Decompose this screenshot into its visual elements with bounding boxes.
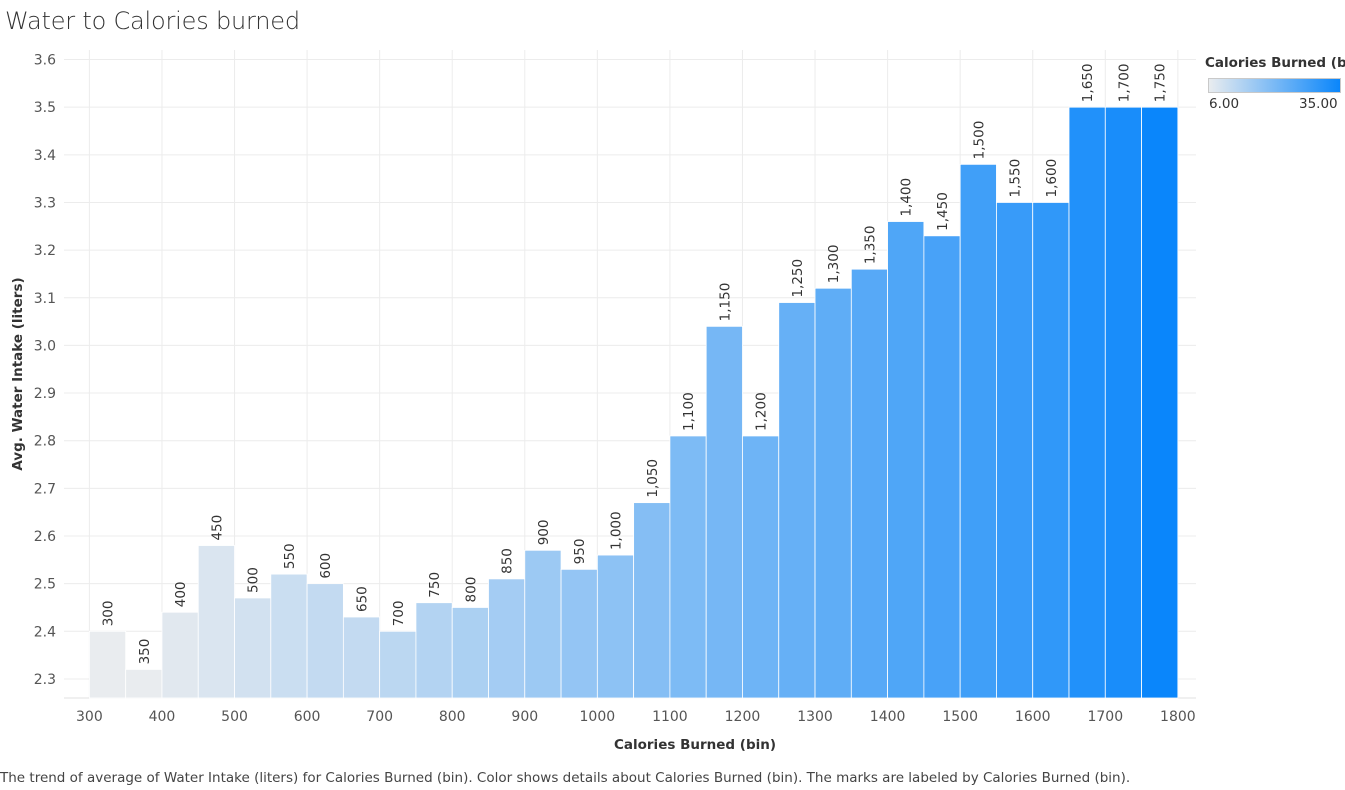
bar <box>1141 106 1179 699</box>
bar <box>270 573 308 699</box>
y-tick-label: 2.3 <box>34 672 56 688</box>
x-tick-label: 1600 <box>1015 709 1051 725</box>
legend-max-label: 35.00 <box>1299 96 1338 112</box>
bar <box>451 607 489 699</box>
bar <box>850 268 889 699</box>
bar-label: 600 <box>318 553 334 579</box>
bar <box>197 545 235 699</box>
bar-label: 800 <box>463 577 479 603</box>
x-axis-title: Calories Burned (bin) <box>614 737 776 753</box>
bar-label: 850 <box>500 548 516 574</box>
y-tick-label: 2.6 <box>34 529 56 545</box>
bar-label: 1,750 <box>1153 64 1169 103</box>
y-tick-label: 3.1 <box>34 291 56 307</box>
bar-label: 550 <box>282 543 298 569</box>
y-tick-label: 2.7 <box>34 481 56 497</box>
bar-label: 750 <box>427 572 443 598</box>
bar-label: 1,150 <box>717 283 733 322</box>
bar <box>415 602 453 699</box>
bar <box>887 221 925 699</box>
x-tick-label: 1200 <box>725 709 761 725</box>
y-tick-label: 3.3 <box>34 195 56 211</box>
bar-label: 400 <box>173 581 189 607</box>
bar-label: 1,050 <box>645 459 661 498</box>
bar-label: 950 <box>572 539 588 565</box>
bar-label: 500 <box>246 567 262 593</box>
bar <box>705 325 743 699</box>
bar-label: 1,400 <box>899 178 915 217</box>
bar <box>742 435 780 699</box>
bar-label: 1,000 <box>608 511 624 550</box>
bar-label: 350 <box>137 639 153 665</box>
bar <box>814 287 852 699</box>
y-tick-label: 3.5 <box>34 100 56 116</box>
legend-color-gradient <box>1208 78 1341 93</box>
x-tick-label: 1700 <box>1087 709 1123 725</box>
bar <box>161 611 199 699</box>
y-tick-label: 2.9 <box>34 386 56 402</box>
bar-label: 300 <box>101 601 117 627</box>
bar <box>1032 202 1070 699</box>
y-tick-label: 3.0 <box>34 338 56 354</box>
y-tick-label: 3.6 <box>34 53 56 69</box>
y-tick-label: 2.4 <box>34 624 56 640</box>
bar-label: 450 <box>209 515 225 541</box>
bar <box>959 163 997 699</box>
bar <box>306 583 344 699</box>
bar-label: 1,650 <box>1080 64 1096 103</box>
x-tick-label: 1100 <box>652 709 688 725</box>
y-tick-label: 2.5 <box>34 577 56 593</box>
bar-label: 1,100 <box>681 392 697 431</box>
bar-label: 1,550 <box>1008 159 1024 198</box>
y-tick-label: 3.4 <box>34 148 56 164</box>
chart-caption: The trend of average of Water Intake (li… <box>0 770 1131 786</box>
legend-title[interactable]: Calories Burned (b.. <box>1205 55 1345 71</box>
y-tick-label: 2.8 <box>34 434 56 450</box>
x-tick-label: 800 <box>439 709 466 725</box>
x-tick-label: 500 <box>221 709 248 725</box>
chart-title: Water to Calories burned <box>5 7 300 35</box>
bar <box>778 302 816 699</box>
bar-label: 1,700 <box>1116 64 1132 103</box>
bar <box>596 554 635 699</box>
bar <box>669 435 707 699</box>
x-tick-label: 1000 <box>580 709 616 725</box>
bar-label: 650 <box>355 586 371 612</box>
bar-label: 1,300 <box>826 245 842 284</box>
bar <box>560 568 598 699</box>
bar-label: 1,600 <box>1044 159 1060 198</box>
bar <box>488 578 526 699</box>
bar-label: 700 <box>391 601 407 627</box>
x-tick-label: 1800 <box>1160 709 1196 725</box>
y-axis-title: Avg. Water Intake (liters) <box>10 277 26 470</box>
bar <box>633 502 671 699</box>
x-tick-label: 700 <box>366 709 393 725</box>
bar-label: 1,450 <box>935 192 951 231</box>
x-tick-label: 400 <box>149 709 176 725</box>
x-tick-label: 1300 <box>797 709 833 725</box>
x-tick-label: 300 <box>76 709 103 725</box>
bar-label: 1,350 <box>862 226 878 265</box>
bar <box>923 235 961 699</box>
bar <box>234 597 272 699</box>
bar <box>996 202 1034 699</box>
bar <box>379 630 417 699</box>
bar <box>1104 106 1142 699</box>
bar-label: 1,500 <box>971 121 987 160</box>
bar <box>524 549 562 699</box>
bar <box>88 630 127 699</box>
y-tick-label: 3.2 <box>34 243 56 259</box>
bar-label: 1,200 <box>754 392 770 431</box>
x-tick-label: 900 <box>511 709 538 725</box>
bar <box>1068 106 1106 699</box>
bar <box>125 669 163 699</box>
x-tick-label: 1500 <box>942 709 978 725</box>
x-tick-label: 1400 <box>870 709 906 725</box>
bar-label: 900 <box>536 520 552 546</box>
legend-min-label: 6.00 <box>1209 96 1240 112</box>
bar-label: 1,250 <box>790 259 806 298</box>
x-tick-label: 600 <box>294 709 321 725</box>
bar <box>342 616 381 699</box>
